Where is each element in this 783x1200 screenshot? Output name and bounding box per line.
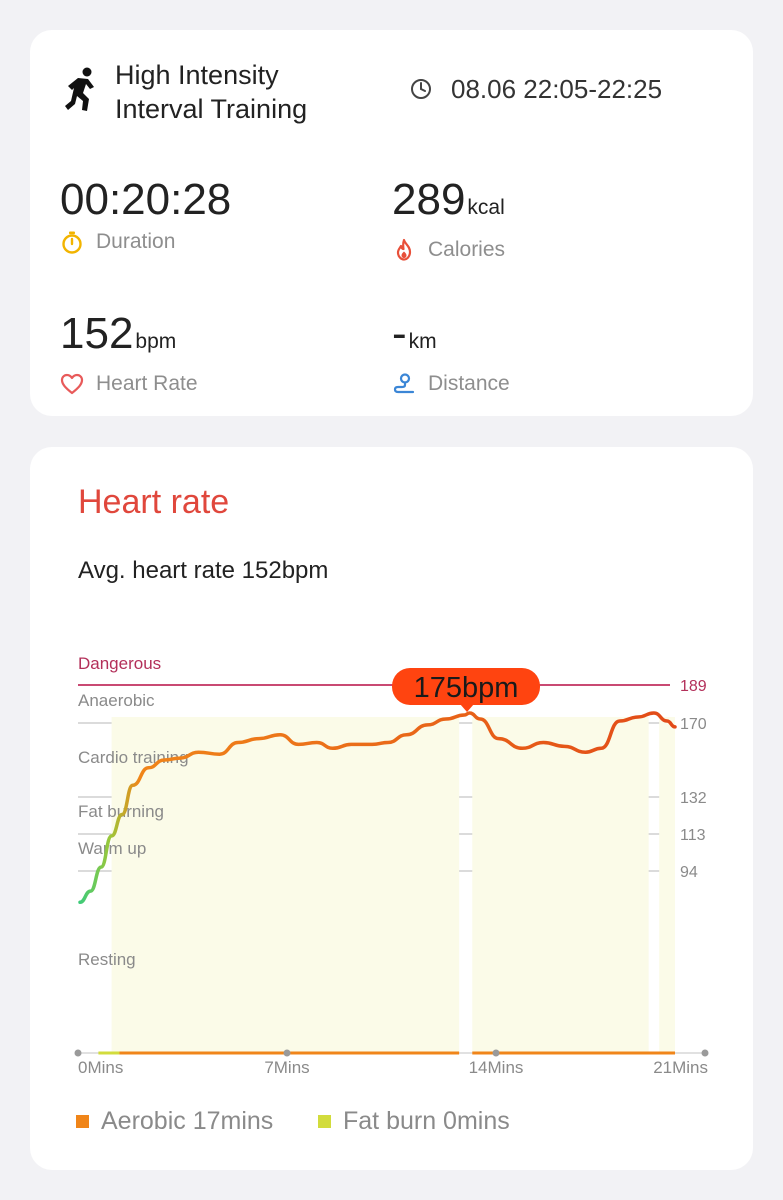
legend-fat-burn: Fat burn 0mins (318, 1107, 510, 1136)
stopwatch-icon (62, 231, 82, 254)
workout-time-range: 08.06 22:05-22:25 (451, 74, 663, 104)
zone-label-1: Anaerobic (78, 691, 155, 710)
clock-icon (411, 79, 431, 99)
location-route-icon (393, 373, 415, 394)
flame-icon (396, 238, 412, 261)
x-tick-dot-0 (74, 1049, 82, 1057)
workout-title-line2: Interval Training (115, 94, 308, 124)
peak-callout-text: 175bpm (414, 672, 519, 704)
x-tick-dot-3 (701, 1049, 709, 1057)
calories-label: Calories (428, 238, 506, 261)
aerobic-swatch (76, 1115, 89, 1128)
heart-rate-section-title: Heart rate (78, 483, 230, 521)
x-tick-dot-2 (492, 1049, 500, 1057)
running-person-icon (65, 67, 94, 111)
heart-icon (60, 373, 84, 395)
workout-summary-card: High Intensity Interval Training 08.06 2… (30, 30, 753, 416)
legend-aerobic: Aerobic 17mins (76, 1107, 273, 1136)
distance-value: - (392, 309, 407, 358)
zone-label-0: Dangerous (78, 654, 161, 673)
zone-label-3: Fat burning (78, 802, 164, 821)
zone-label-5: Resting (78, 950, 136, 969)
distance-stat: -km Distance (392, 310, 510, 396)
heart-rate-card: Heart rate Avg. heart rate 152bpm Danger… (30, 447, 753, 1170)
workout-title: High Intensity Interval Training (115, 58, 307, 126)
average-heart-rate-text: Avg. heart rate 152bpm (78, 557, 329, 584)
distance-unit: km (408, 330, 437, 353)
heart-rate-line (78, 711, 677, 905)
duration-label: Duration (96, 230, 176, 253)
heart-rate-stat: 152bpm Heart Rate (60, 310, 198, 396)
legend-fat-burn-label: Fat burn 0mins (343, 1107, 510, 1135)
right-tick-132: 132 (680, 790, 707, 807)
duration-value: 00:20:28 (60, 175, 232, 224)
zone-fill-1 (472, 717, 649, 1053)
fat-burn-swatch (318, 1115, 331, 1128)
calories-value: 289 (392, 175, 466, 224)
heart-rate-unit: bpm (135, 330, 177, 353)
right-tick-170: 170 (680, 716, 707, 733)
zone-label-4: Warm up (78, 839, 146, 858)
heart-rate-label: Heart Rate (96, 372, 198, 395)
legend-aerobic-label: Aerobic 17mins (101, 1107, 274, 1135)
heart-rate-value: 152 (60, 309, 134, 358)
x-label-2: 14Mins (469, 1058, 524, 1077)
duration-stat: 00:20:28 Duration (60, 176, 231, 254)
zone-fill-2 (659, 717, 675, 1053)
right-tick-189: 189 (680, 678, 707, 695)
x-label-3: 21Mins (653, 1058, 708, 1077)
right-tick-94: 94 (680, 864, 698, 881)
zone-fill-0 (111, 717, 460, 1053)
peak-callout: 175bpm (392, 668, 541, 712)
x-tick-dot-1 (283, 1049, 291, 1057)
x-label-0: 0Mins (78, 1058, 123, 1077)
calories-stat: 289kcal Calories (392, 176, 505, 262)
workout-title-line1: High Intensity (115, 60, 279, 90)
distance-label: Distance (428, 372, 510, 395)
calories-unit: kcal (467, 196, 505, 219)
x-label-1: 7Mins (264, 1058, 309, 1077)
right-tick-113: 113 (680, 827, 706, 844)
